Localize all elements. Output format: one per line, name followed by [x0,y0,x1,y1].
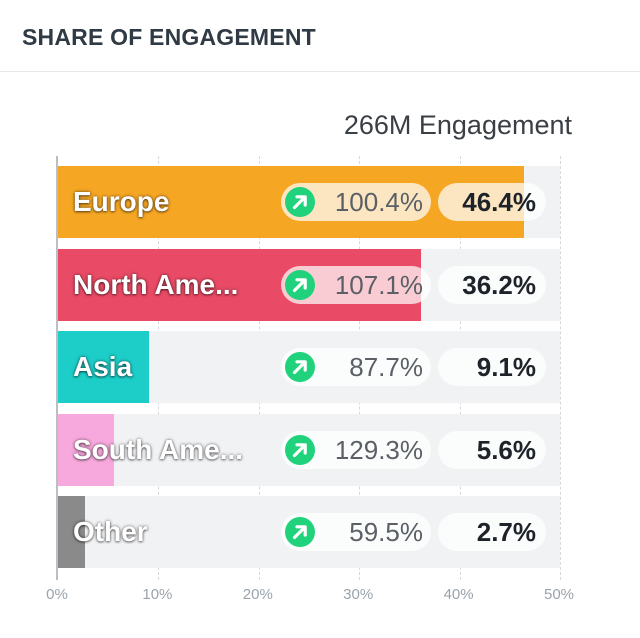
bar[interactable] [58,496,86,568]
x-tick-label: 0% [46,586,68,603]
category-label: Asia [73,351,133,382]
growth-pill: 129.3% [281,430,431,469]
x-tick-label: 30% [343,586,374,603]
category-label: Europe [73,186,170,217]
share-pill: 2.7% [438,513,546,551]
share-value: 36.2% [462,269,536,300]
x-tick-label: 40% [443,586,474,603]
card-header: SHARE OF ENGAGEMENT [0,0,640,72]
category-label: Other [73,516,148,547]
total-engagement-label: 266M Engagement [343,110,572,140]
share-value: 5.6% [476,434,536,465]
y-axis-line [56,156,58,580]
growth-value: 100.4% [334,187,423,217]
x-tick-label: 50% [543,586,575,603]
category-label: North Ame... [73,268,239,300]
gridline [560,156,561,580]
trend-up-arrow-icon [285,352,315,382]
share-pill: 46.4% [438,183,546,221]
growth-value: 59.5% [349,517,423,547]
growth-value: 107.1% [334,269,423,300]
growth-pill: 107.1% [281,265,431,304]
trend-up-arrow-icon [285,269,315,300]
growth-value: 87.7% [349,352,423,382]
trend-up-arrow-icon [285,517,315,547]
share-value: 46.4% [462,187,536,217]
growth-value: 129.3% [334,434,423,465]
growth-pill: 59.5% [281,513,431,551]
share-pill: 9.1% [438,348,546,386]
card-title: SHARE OF ENGAGEMENT [22,24,316,50]
share-value: 9.1% [476,352,536,382]
trend-up-arrow-icon [285,434,315,465]
category-label: South Ame... [73,433,244,465]
bar[interactable] [58,413,115,486]
share-pill: 5.6% [438,430,546,469]
growth-pill: 87.7% [281,348,431,386]
x-tick-label: 20% [242,586,273,603]
x-tick-label: 10% [142,586,173,603]
growth-pill: 100.4% [281,183,431,221]
bar[interactable] [58,331,150,403]
share-value: 2.7% [476,517,536,547]
share-pill: 36.2% [438,265,546,304]
trend-up-arrow-icon [285,187,315,217]
